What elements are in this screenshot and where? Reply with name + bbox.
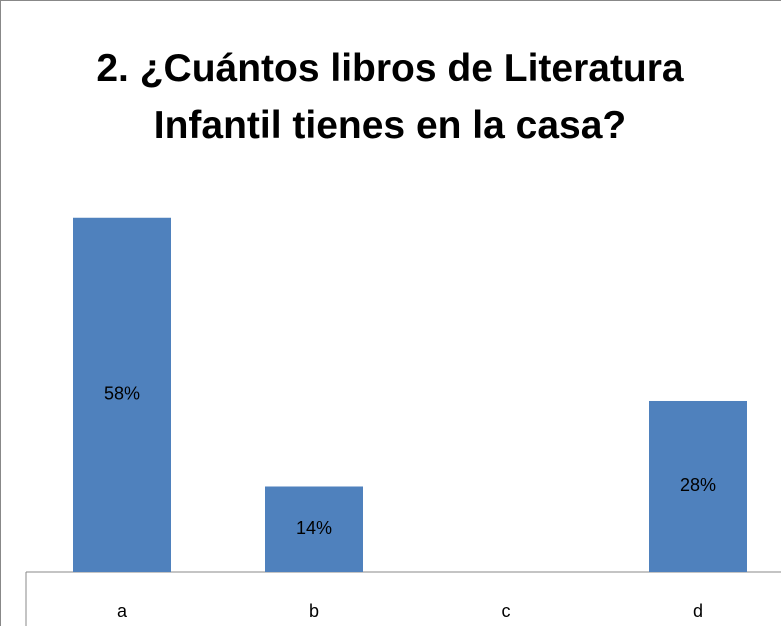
- data-label: 58%: [104, 384, 140, 404]
- data-label: 28%: [680, 475, 716, 495]
- bar: [73, 217, 171, 572]
- data-label: 14%: [296, 518, 332, 538]
- bar: [649, 400, 747, 572]
- x-tick-label: d: [693, 601, 703, 621]
- x-tick-label: a: [117, 601, 128, 621]
- bar: [265, 486, 363, 572]
- x-tick-label: c: [502, 601, 511, 621]
- x-tick-label: b: [309, 601, 319, 621]
- chart-title: 2. ¿Cuántos libros de Literatura Infanti…: [96, 47, 684, 147]
